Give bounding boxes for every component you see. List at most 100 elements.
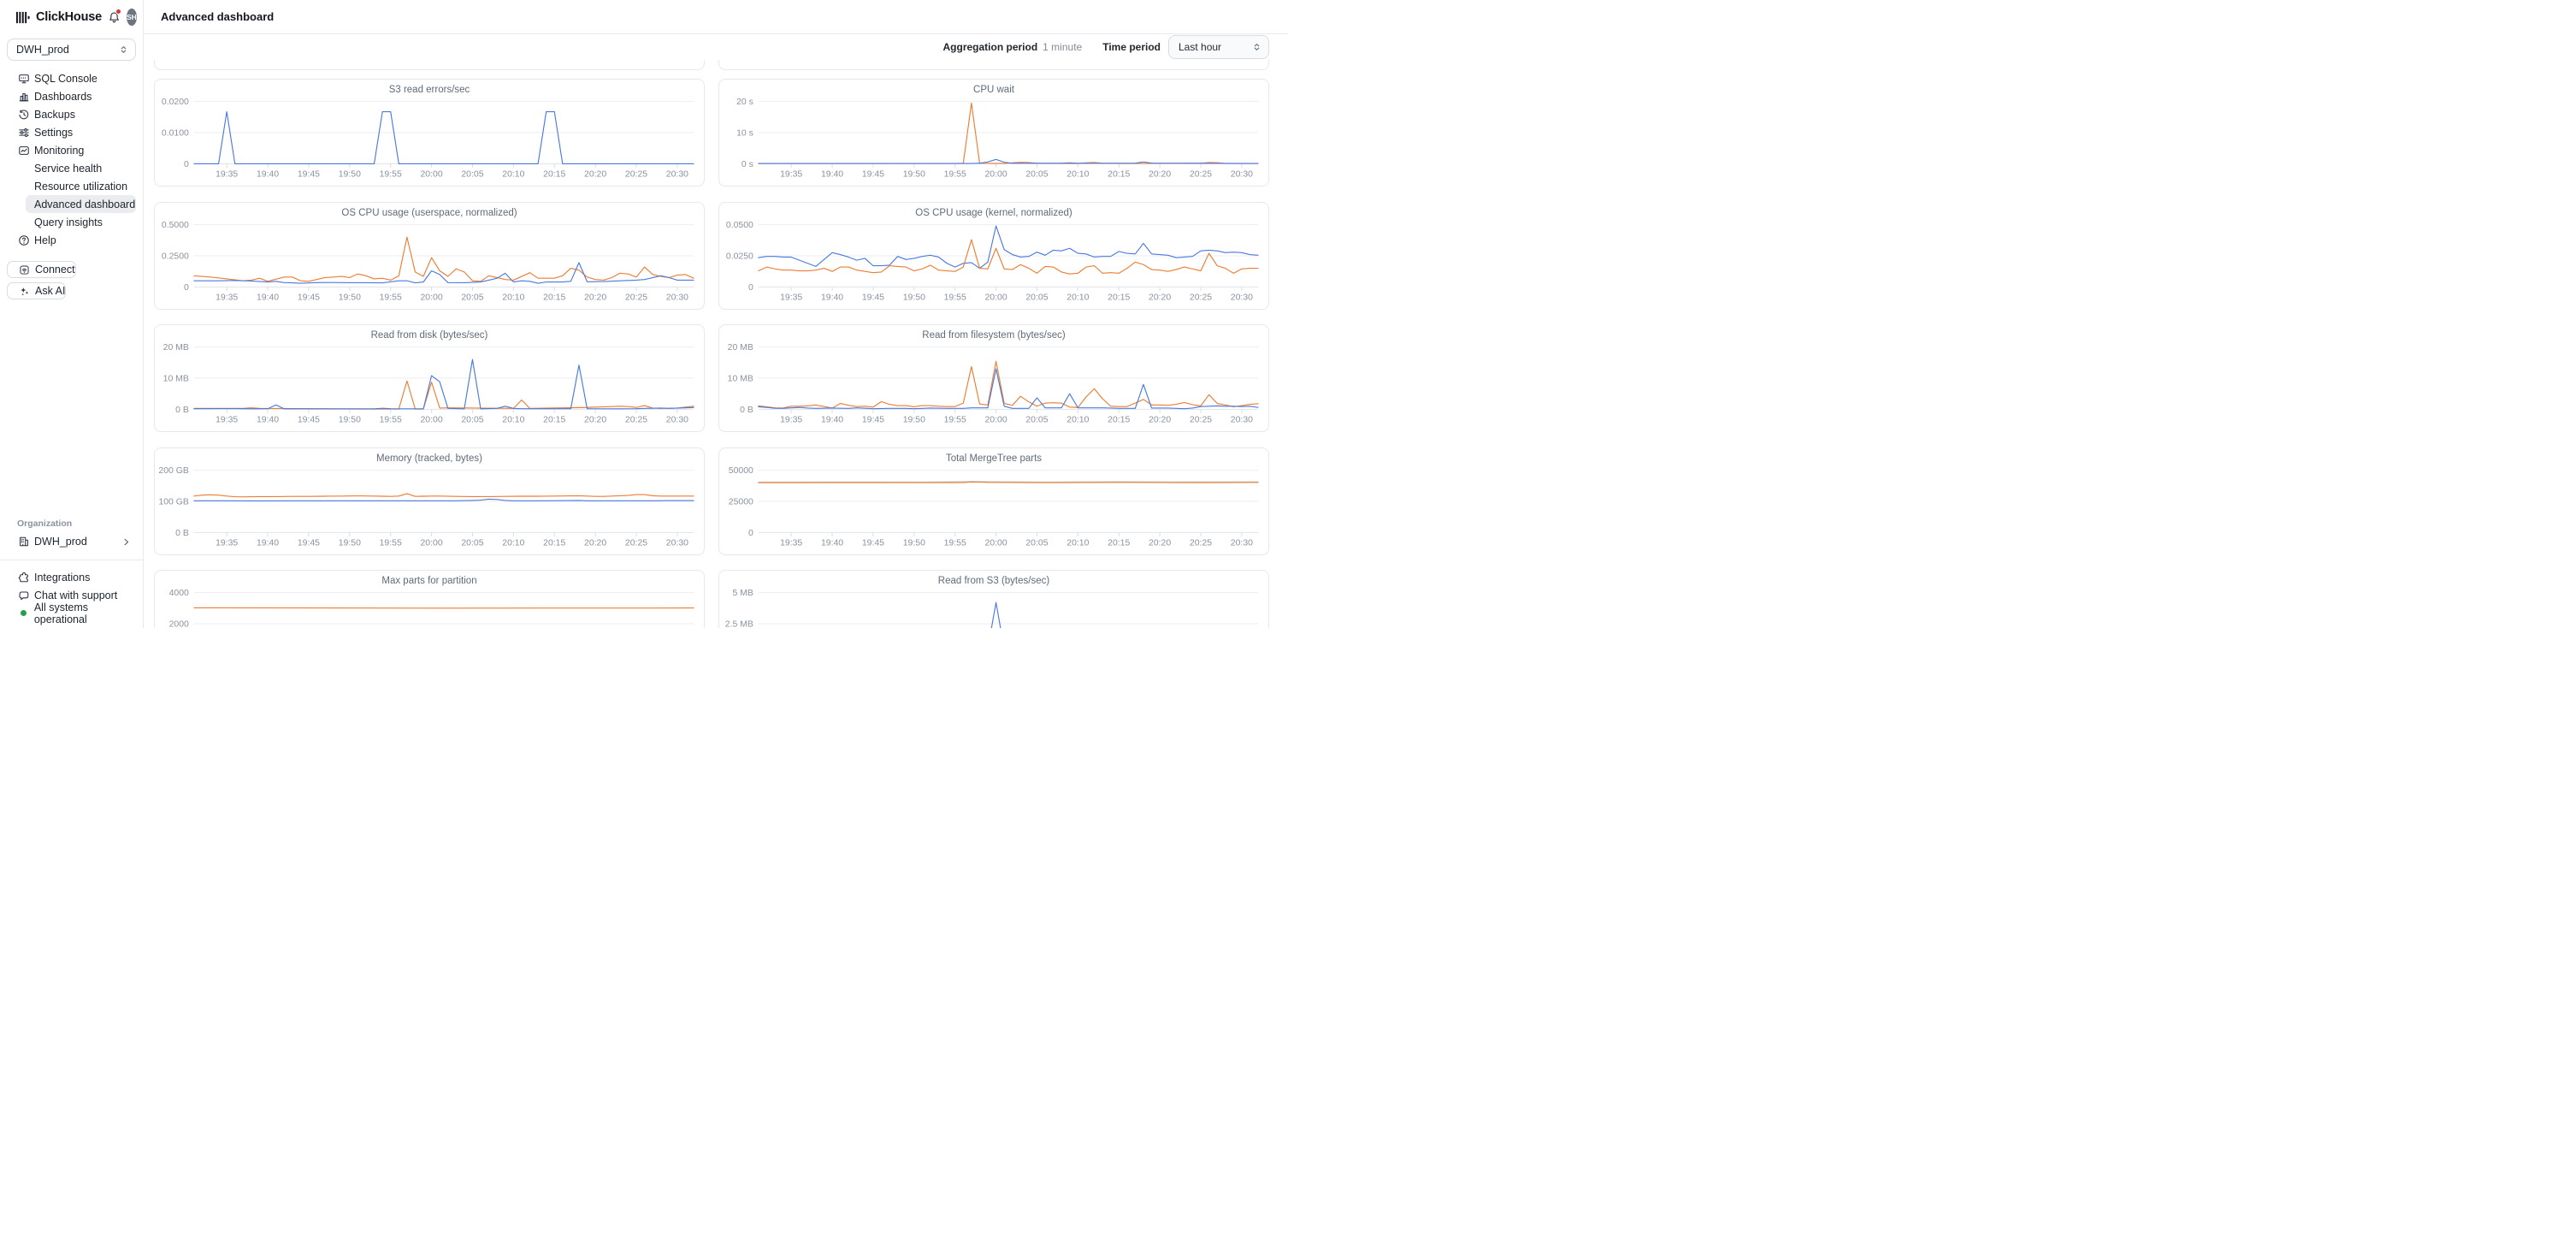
sidebar-item-monitoring[interactable]: Monitoring [0,141,143,159]
read-from-disk-bytes-sec-chart[interactable]: 0 B 10 MB 20 MB 19:35 19:40 19:45 19:50 19:55 20… [155,325,704,431]
organization-item[interactable]: DWH_prod [0,531,143,552]
svg-text:19:45: 19:45 [862,416,884,425]
status-dot [17,607,30,619]
sidebar-link-label: Integrations [34,571,91,584]
svg-text:20 MB: 20 MB [728,343,753,353]
charts-grid: S3 read errors/sec 0 0.0100 0.0200 19:35 19:4… [154,79,1269,628]
sidebar-item-settings[interactable]: Settings [0,123,143,141]
svg-text:0 B: 0 B [740,406,753,415]
svg-text:19:35: 19:35 [216,538,238,548]
svg-text:20:25: 20:25 [625,538,647,548]
sidebar-link-all-systems-operational[interactable]: All systems operational [0,601,143,625]
svg-text:20:20: 20:20 [1149,538,1171,548]
svg-text:19:50: 19:50 [339,538,361,548]
svg-text:19:35: 19:35 [216,416,238,425]
svg-text:20:05: 20:05 [461,416,483,425]
cpu-wait-chart[interactable]: 0 s 10 s 20 s 19:35 19:40 19:45 19:50 19:55 20:0… [719,80,1268,186]
os-cpu-usage-userspace-normalized-chart[interactable]: 0 0.2500 0.5000 19:35 19:40 19:45 19:50 19:55 20… [155,203,704,309]
svg-text:10 MB: 10 MB [728,375,753,384]
sidebar-item-label: Dashboards [34,90,92,103]
svg-text:10 s: 10 s [736,128,753,138]
app-window: ClickHouse SH DWH_prod SQL Console Dashbo… [0,0,1288,628]
chart-card-read-from-disk-bytes-sec: Read from disk (bytes/sec) 0 B 10 MB 20 MB 1… [154,324,705,433]
svg-text:19:45: 19:45 [862,293,884,302]
sidebar-item-dashboards[interactable]: Dashboards [0,87,143,105]
total-mergetree-parts-chart[interactable]: 0 25000 50000 19:35 19:40 19:45 19:50 19:55 20:0… [719,448,1268,554]
sidebar-link-label: Chat with support [34,589,118,601]
sidebar-item-label: Resource utilization [34,180,128,193]
s3-read-errors-sec-chart[interactable]: 0 0.0100 0.0200 19:35 19:40 19:45 19:50 19:55 20… [155,80,704,186]
chart-title: Read from disk (bytes/sec) [370,330,488,341]
svg-text:20:20: 20:20 [1149,170,1171,180]
sidebar-link-integrations[interactable]: Integrations [0,568,143,586]
sidebar-item-service-health[interactable]: Service health [0,159,143,177]
svg-text:20:15: 20:15 [1108,538,1130,548]
svg-text:0 B: 0 B [175,529,189,538]
chart-card-s3-read-errors-sec: S3 read errors/sec 0 0.0100 0.0200 19:35 19:4… [154,79,705,187]
sidebar-item-backups[interactable]: Backups [0,105,143,123]
sidebar-item-resource-utilization[interactable]: Resource utilization [0,177,143,195]
svg-text:20:20: 20:20 [1149,293,1171,302]
sidebar-item-query-insights[interactable]: Query insights [0,213,143,231]
svg-text:20:00: 20:00 [984,416,1007,425]
svg-text:0: 0 [748,283,753,293]
svg-text:19:35: 19:35 [780,170,802,180]
sparkles-icon [19,286,30,297]
svg-text:20:05: 20:05 [461,170,483,180]
clipped-chart-card [154,60,705,70]
svg-text:19:45: 19:45 [298,293,320,302]
svg-text:19:55: 19:55 [380,293,402,302]
ask-ai-button-label: Ask AI [35,285,66,297]
sidebar: ClickHouse SH DWH_prod SQL Console Dashbo… [0,0,144,628]
time-period-value: Last hour [1179,41,1222,53]
svg-text:0 B: 0 B [175,406,189,415]
svg-text:20:30: 20:30 [666,293,688,302]
sidebar-item-sql-console[interactable]: SQL Console [0,69,143,87]
aggregation-period-value: 1 minute [1043,41,1083,53]
avatar[interactable]: SH [126,9,137,26]
notifications-bell-icon[interactable] [108,9,121,25]
svg-text:20:30: 20:30 [1231,293,1253,302]
svg-text:19:40: 19:40 [821,416,843,425]
svg-text:20:00: 20:00 [420,293,442,302]
monitoring-icon [17,144,30,157]
chart-card-total-mergetree-parts: Total MergeTree parts 0 25000 50000 19:35 19:… [718,447,1269,555]
help-icon [17,234,30,246]
sidebar-item-advanced-dashboard[interactable]: Advanced dashboard [26,195,136,213]
svg-text:20:00: 20:00 [420,170,442,180]
svg-text:20:25: 20:25 [1190,293,1212,302]
puzzle-icon [17,571,30,584]
os-cpu-usage-kernel-normalized-chart[interactable]: 0 0.0250 0.0500 19:35 19:40 19:45 19:50 19:55 20… [719,203,1268,309]
svg-text:0.5000: 0.5000 [162,221,189,230]
ask-ai-button[interactable]: Ask AI [7,282,67,299]
sql-console-icon [17,72,30,85]
svg-text:20:30: 20:30 [1231,538,1253,548]
svg-text:20:20: 20:20 [1149,416,1171,425]
svg-text:20:15: 20:15 [543,293,565,302]
chart-title: OS CPU usage (userspace, normalized) [341,207,517,218]
sidebar-item-label: Help [34,234,56,246]
time-period-select[interactable]: Last hour [1168,35,1269,59]
svg-text:19:35: 19:35 [216,293,238,302]
chart-card-read-from-filesystem-bytes-sec: Read from filesystem (bytes/sec) 0 B 10 MB… [718,324,1269,433]
service-selector[interactable]: DWH_prod [7,39,136,61]
svg-text:20:00: 20:00 [984,538,1007,548]
connect-button[interactable]: Connect [7,261,76,278]
svg-text:19:50: 19:50 [339,416,361,425]
svg-text:20:25: 20:25 [625,293,647,302]
read-from-filesystem-bytes-sec-chart[interactable]: 0 B 10 MB 20 MB 19:35 19:40 19:45 19:50 19:55 20… [719,325,1268,431]
svg-text:2000: 2000 [169,620,189,628]
clipped-chart-row [154,60,1269,70]
svg-text:19:40: 19:40 [821,170,843,180]
svg-text:20:00: 20:00 [420,538,442,548]
sidebar-item-help[interactable]: Help [0,231,143,249]
chart-card-read-from-s3-bytes-sec: Read from S3 (bytes/sec) 0 B 2.5 MB 5 MB 19:… [718,570,1269,628]
svg-text:19:50: 19:50 [903,416,925,425]
connect-icon [19,264,30,275]
sidebar-link-chat-with-support[interactable]: Chat with support [0,586,143,604]
svg-text:19:35: 19:35 [780,416,802,425]
memory-tracked-bytes-chart[interactable]: 0 B 100 GB 200 GB 19:35 19:40 19:45 19:50 19:55… [155,448,704,554]
svg-text:20:00: 20:00 [420,416,442,425]
